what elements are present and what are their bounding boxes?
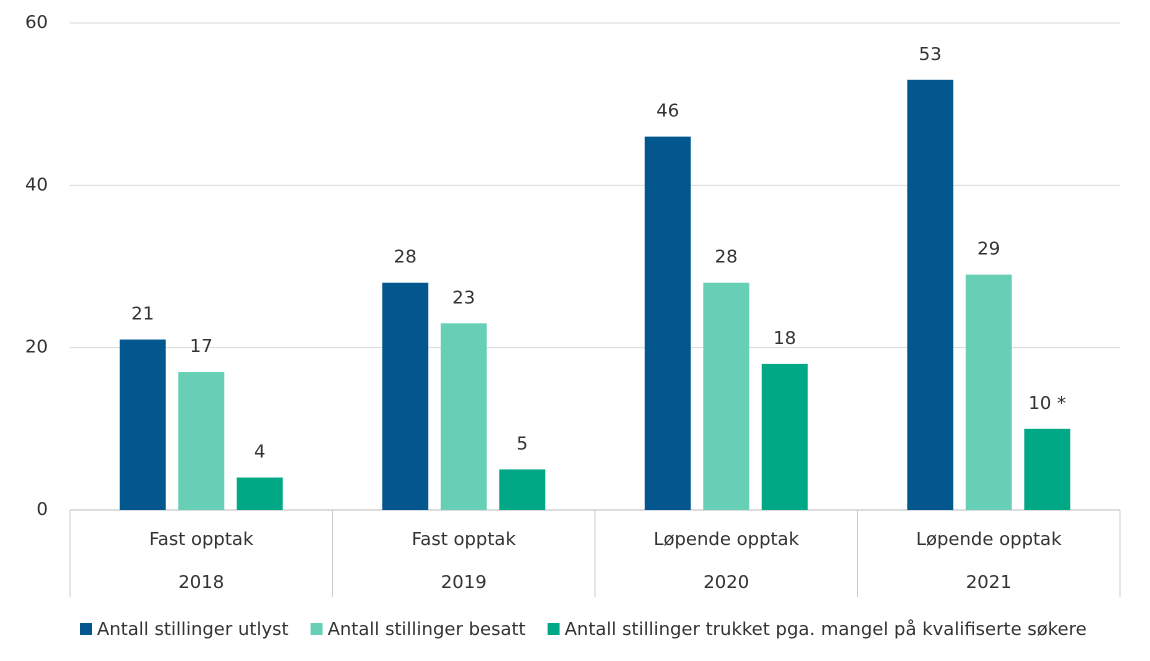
- legend-swatch: [310, 623, 323, 635]
- value-label: 4: [254, 442, 265, 463]
- y-tick-label: 40: [25, 174, 48, 195]
- category-group-label: Løpende opptak: [916, 529, 1062, 550]
- category-group-label: Løpende opptak: [653, 529, 799, 550]
- value-label: 18: [773, 328, 796, 349]
- value-label: 23: [452, 287, 475, 308]
- bar: [119, 339, 166, 510]
- bar: [382, 282, 429, 510]
- bar: [499, 469, 546, 510]
- y-tick-label: 0: [37, 499, 48, 520]
- value-label: 17: [190, 336, 213, 357]
- value-label: 28: [394, 247, 417, 268]
- y-tick-label: 60: [25, 12, 48, 33]
- value-label: 29: [977, 239, 1000, 260]
- bar: [703, 282, 750, 510]
- legend-label: Antall stillinger besatt: [328, 619, 526, 640]
- legend-swatch: [547, 623, 560, 635]
- bar: [236, 477, 283, 510]
- bar: [965, 274, 1012, 510]
- value-label: 21: [131, 304, 154, 325]
- legend-swatch: [80, 623, 92, 635]
- bar: [907, 79, 954, 511]
- y-tick-label: 20: [25, 337, 48, 358]
- value-label: 53: [919, 44, 942, 65]
- x-tick-label: 2018: [178, 572, 224, 593]
- x-tick-label: 2020: [703, 572, 749, 593]
- category-group-label: Fast opptak: [149, 529, 254, 550]
- bar: [440, 323, 487, 510]
- category-group-label: Fast opptak: [412, 529, 517, 550]
- bar: [761, 363, 808, 510]
- legend-label: Antall stillinger trukket pga. mangel på…: [565, 619, 1087, 640]
- value-label: 28: [715, 247, 738, 268]
- value-label: 46: [656, 101, 679, 122]
- legend-label: Antall stillinger utlyst: [97, 619, 289, 640]
- bar: [644, 136, 691, 510]
- x-tick-label: 2019: [441, 572, 487, 593]
- x-tick-label: 2021: [966, 572, 1012, 593]
- value-label: 10 *: [1028, 393, 1066, 414]
- bar: [1024, 428, 1071, 510]
- value-label: 5: [517, 433, 528, 454]
- bar: [178, 372, 225, 510]
